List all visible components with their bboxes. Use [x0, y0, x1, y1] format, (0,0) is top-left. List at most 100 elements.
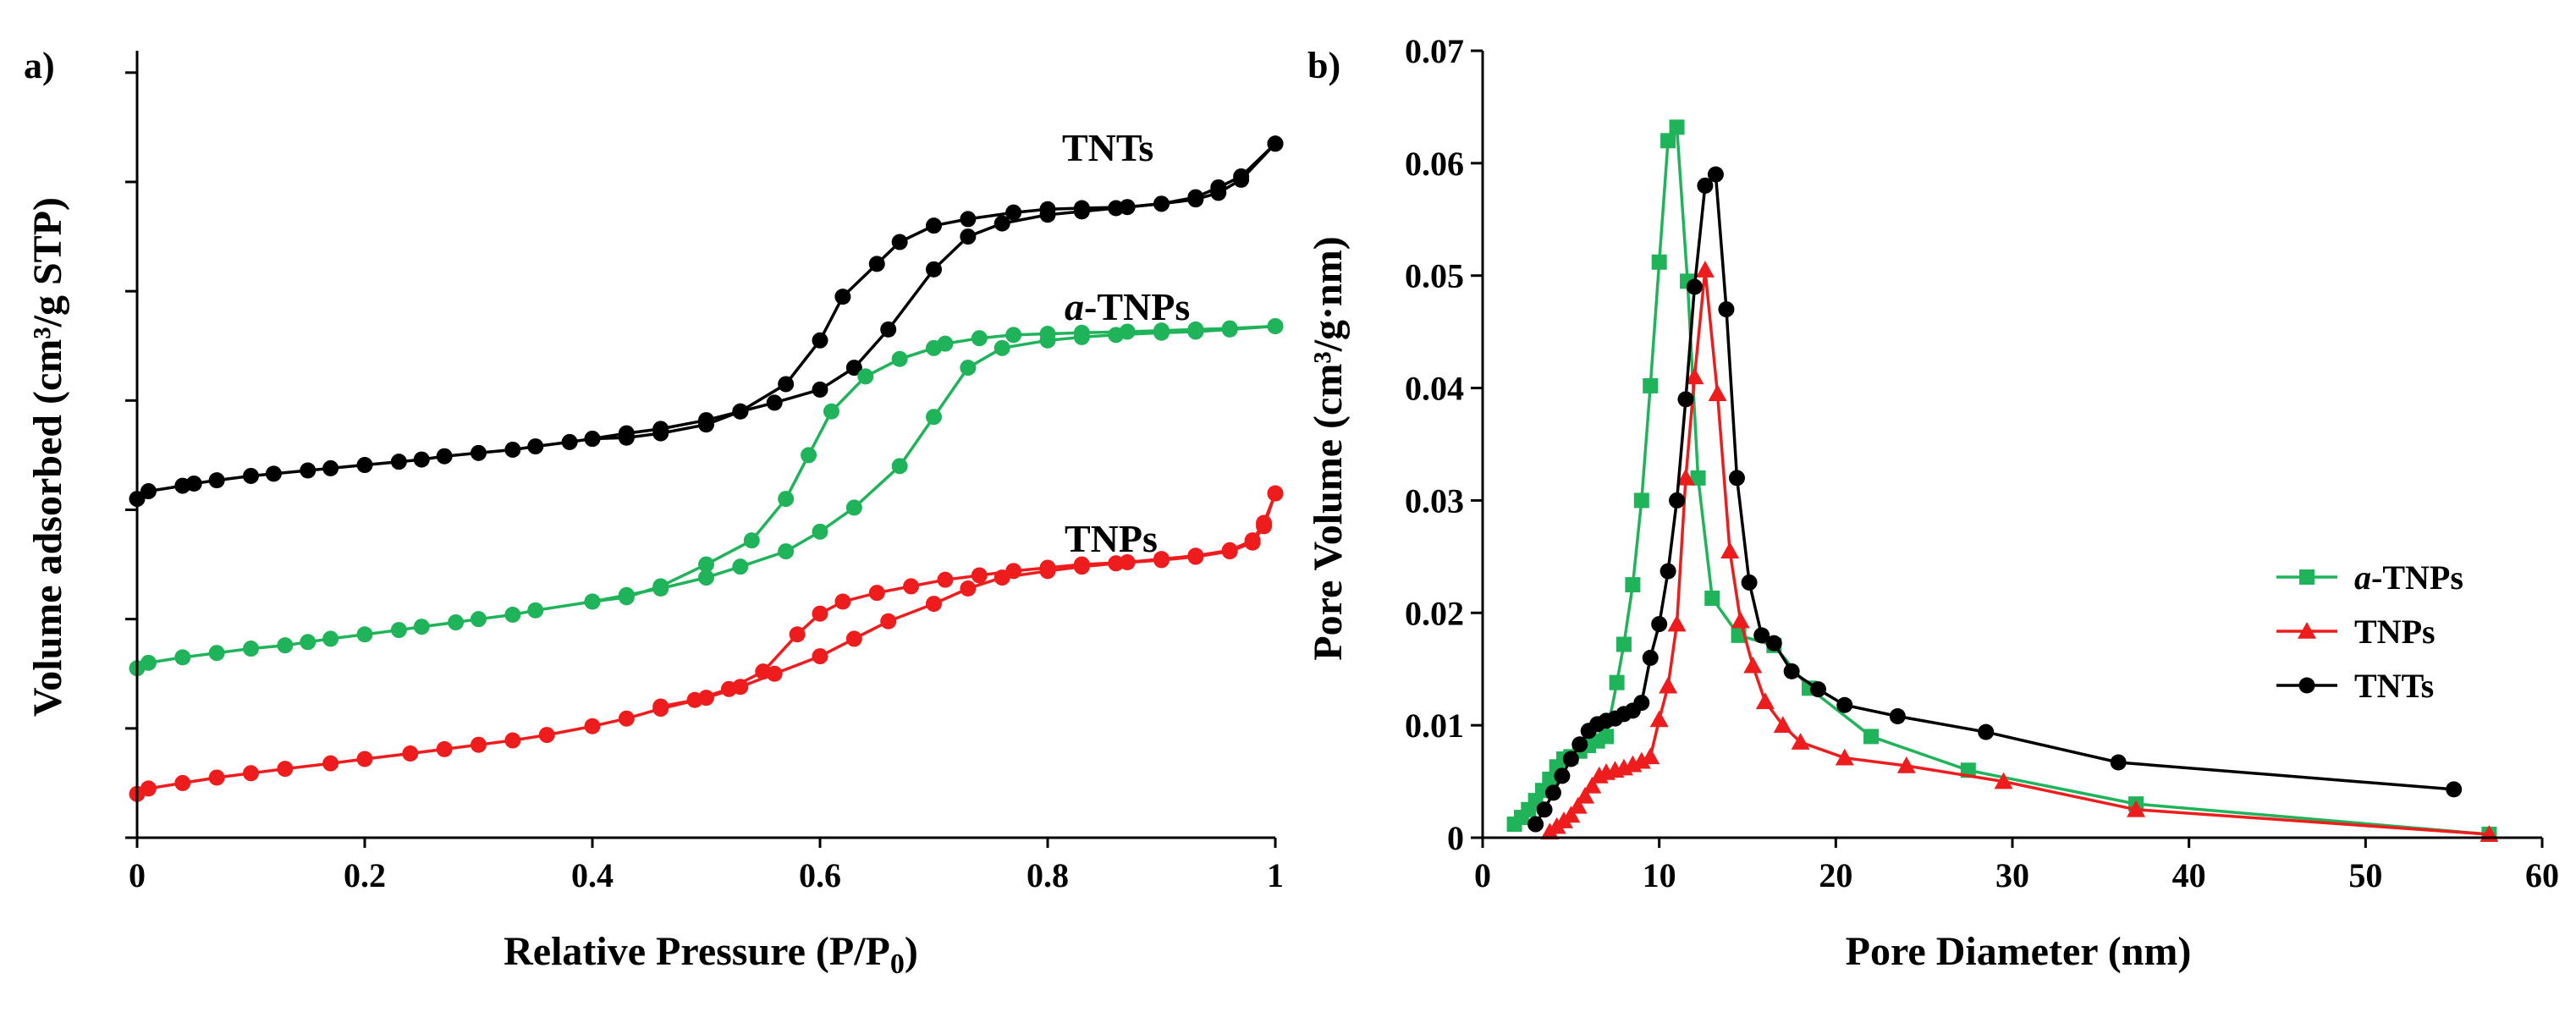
y-tick-label: 0.02 — [1405, 594, 1464, 632]
data-point-TNTs — [390, 454, 407, 470]
data-point-a-TNPs — [1119, 323, 1136, 340]
data-point-TNTs — [1753, 627, 1770, 644]
x-tick-label: 30 — [1995, 856, 2029, 894]
x-tick-label: 1 — [1267, 856, 1284, 894]
data-point-a-TNPs — [1669, 119, 1685, 135]
data-point-a-TNPs — [1599, 729, 1615, 745]
data-point-a-TNPs — [618, 589, 635, 606]
data-point-a-TNPs — [994, 339, 1010, 356]
label-tnts: TNTs — [1062, 126, 1153, 169]
data-point-TNPs — [960, 580, 977, 597]
data-point-TNTs — [891, 234, 908, 250]
data-point-TNPs — [1994, 772, 2013, 789]
y-tick-label: 0.05 — [1405, 257, 1464, 295]
data-point-a-TNPs — [652, 578, 669, 595]
data-point-a-TNPs — [527, 602, 544, 619]
data-point-a-TNPs — [584, 593, 601, 610]
data-point-a-TNPs — [732, 558, 749, 575]
data-point-a-TNPs — [1153, 322, 1170, 339]
data-point-TNTs — [1642, 649, 1659, 666]
data-point-TNTs — [1707, 166, 1724, 183]
y-tick-label: 0.07 — [1405, 32, 1464, 70]
data-point-a-TNPs — [778, 543, 795, 560]
x-tick-label: 20 — [1819, 856, 1852, 894]
data-point-TNTs — [1005, 204, 1022, 221]
data-point-a-TNPs — [845, 499, 862, 516]
data-point-a-TNPs — [1690, 470, 1706, 486]
data-point-TNPs — [926, 596, 942, 613]
data-point-a-TNPs — [277, 637, 294, 654]
panel-b-axes: 0 10 20 30 40 50 60 0 0.01 0.02 0.03 0.04 0.05 0.06 0.… — [1405, 32, 2559, 894]
panel-a-isotherms: a) 0 0.2 0.4 0.6 0.8 1 Relative Pressure (P/P… — [24, 45, 1284, 980]
data-point-TNTs — [1889, 708, 1906, 725]
panel-b-x-axis-title: Pore Diameter (nm) — [1846, 929, 2192, 974]
data-point-a-TNPs — [1609, 674, 1625, 690]
data-point-TNTs — [1187, 191, 1204, 208]
data-point-a-TNPs — [1221, 320, 1238, 337]
series-line-TNPs-desorption — [660, 492, 1277, 708]
data-point-TNTs — [1765, 635, 1782, 652]
data-point-TNPs — [720, 680, 737, 697]
data-point-TNPs — [1743, 656, 1763, 674]
x-tick-label: 40 — [2172, 856, 2206, 894]
data-point-TNTs — [994, 215, 1010, 232]
data-point-TNPs — [584, 718, 601, 734]
data-point-TNPs — [1695, 261, 1715, 278]
data-point-TNTs — [778, 376, 795, 393]
data-point-TNTs — [1073, 200, 1090, 217]
data-point-TNTs — [1697, 177, 1714, 194]
x-tick-label: 50 — [2348, 856, 2382, 894]
data-point-TNTs — [812, 381, 828, 398]
data-point-TNPs — [971, 567, 988, 584]
data-point-a-TNPs — [926, 339, 942, 356]
data-point-TNPs — [1153, 551, 1170, 568]
data-point-TNPs — [1641, 747, 1660, 765]
data-point-TNPs — [1187, 547, 1204, 564]
data-point-TNTs — [880, 321, 897, 338]
data-point-TNTs — [1728, 470, 1745, 487]
data-point-TNTs — [1536, 801, 1553, 818]
x-tick-label: 0.6 — [799, 856, 841, 894]
data-point-a-TNPs — [1633, 492, 1649, 509]
data-point-a-TNPs — [1863, 729, 1880, 745]
data-point-TNTs — [265, 465, 282, 482]
data-point-TNTs — [1686, 278, 1703, 295]
data-point-TNPs — [1676, 468, 1695, 486]
y-tick-label: 0.03 — [1405, 481, 1464, 520]
data-point-TNTs — [926, 217, 942, 234]
data-point-a-TNPs — [823, 403, 839, 420]
data-point-a-TNPs — [891, 350, 908, 367]
data-point-TNPs — [356, 751, 373, 767]
data-point-a-TNPs — [812, 523, 828, 540]
data-point-TNTs — [812, 332, 828, 349]
data-point-TNTs — [834, 289, 851, 305]
data-point-a-TNPs — [140, 654, 157, 671]
data-point-TNTs — [960, 211, 977, 228]
data-point-a-TNPs — [322, 630, 339, 647]
y-tick-label: 0.06 — [1405, 145, 1464, 183]
data-point-TNTs — [1978, 723, 1995, 740]
data-point-TNTs — [584, 431, 601, 448]
data-point-TNPs — [1073, 556, 1090, 573]
data-point-a-TNPs — [1616, 636, 1632, 652]
data-point-TNTs — [926, 261, 942, 278]
data-point-TNPs — [1568, 796, 1588, 814]
data-point-TNPs — [243, 765, 259, 782]
data-point-TNPs — [1773, 716, 1792, 733]
data-point-TNPs — [652, 698, 669, 715]
panel-a-y-axis-title: Volume adsorbed (cm³/g STP) — [25, 197, 70, 717]
data-point-a-TNPs — [1073, 324, 1090, 341]
data-point-a-TNPs — [778, 491, 795, 508]
data-point-TNTs — [1119, 199, 1136, 216]
data-point-TNTs — [436, 448, 453, 465]
data-point-TNPs — [1039, 559, 1056, 576]
data-point-TNTs — [1651, 616, 1668, 633]
data-point-TNPs — [834, 593, 851, 610]
data-point-a-TNPs — [300, 634, 316, 651]
data-point-TNPs — [1835, 748, 1854, 766]
legend-label-TNPs: TNPs — [2354, 613, 2436, 651]
data-point-TNPs — [1720, 542, 1740, 559]
data-point-TNTs — [561, 433, 578, 450]
data-point-TNPs — [755, 663, 772, 680]
